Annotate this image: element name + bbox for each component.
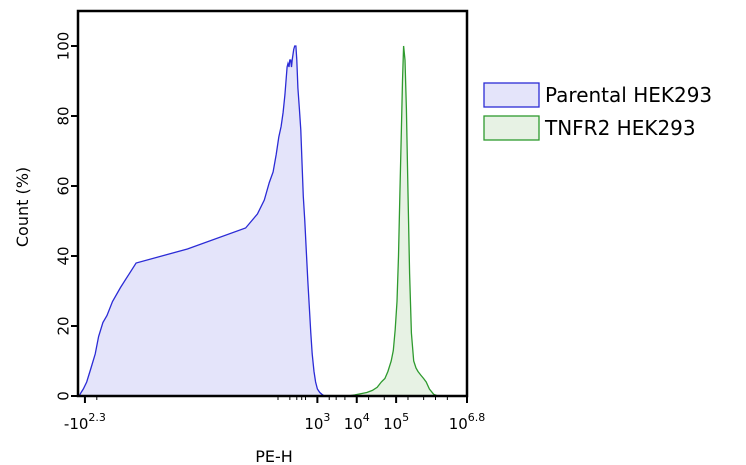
y-tick-label: 100 (55, 32, 73, 61)
legend-swatch-1 (483, 82, 540, 108)
plot-frame (76, 9, 469, 398)
legend-swatch-2 (483, 115, 540, 141)
x-tick-label: 106.8 (449, 411, 486, 433)
y-axis-label: Count (%) (13, 167, 32, 247)
series-2-line (347, 45, 439, 397)
y-tick-label: 40 (55, 246, 73, 265)
tick-labels: 0 20 40 60 80 100 -102.3 103 104 105 106.8 (55, 32, 486, 433)
x-tick-label: 104 (344, 411, 370, 433)
legend: Parental HEK293 TNFR2 HEK293 (483, 82, 712, 141)
series-1-area (79, 46, 325, 396)
x-tick-label: -102.3 (64, 411, 106, 433)
x-tick-label: 103 (304, 411, 330, 433)
y-tick-label: 80 (55, 106, 73, 125)
y-tick-label: 60 (55, 176, 73, 195)
y-tick-label: 0 (55, 391, 73, 401)
legend-label-1: Parental HEK293 (545, 83, 712, 107)
legend-label-2: TNFR2 HEK293 (544, 116, 696, 140)
series-2-area (348, 46, 438, 396)
series-layer (78, 45, 439, 397)
y-tick-label: 20 (55, 316, 73, 335)
series-1-line (78, 45, 325, 397)
x-axis-label: PE-H (255, 447, 293, 465)
axes (71, 9, 469, 403)
x-tick-label: 105 (383, 411, 409, 433)
